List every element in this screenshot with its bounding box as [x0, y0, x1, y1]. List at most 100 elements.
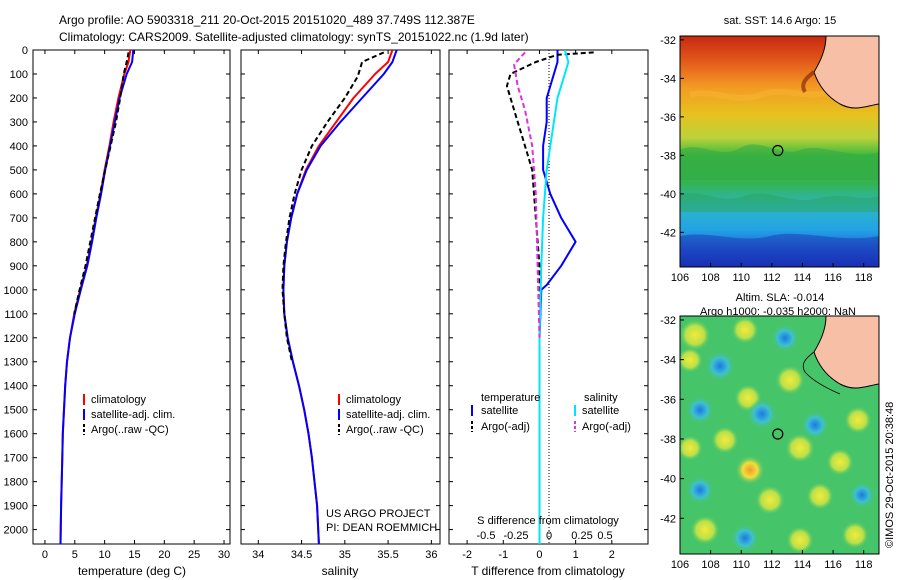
sla-map: Altim. SLA: -0.014 Argo h1000: -0.035 h2…	[660, 292, 880, 571]
sst-map-frame	[679, 35, 880, 268]
depth-tick-label: 1800	[4, 477, 28, 489]
lon-tick-label: 108	[701, 559, 719, 571]
legend-label-argo: Argo(..raw -QC)	[346, 424, 424, 436]
lat-tick-label: -34	[660, 73, 676, 85]
lat-tick-label: -40	[660, 189, 676, 201]
legend-label-sal-satellite: satellite	[582, 405, 619, 417]
salinity-legend: climatology satellite-adj. clim. Argo(..…	[338, 394, 430, 436]
x-tick-label: 1	[573, 549, 579, 561]
temperature-axis-ticks: 0 5 10 15 20 25 30	[33, 49, 230, 561]
sla-field	[680, 316, 879, 554]
series-line-climatology	[59, 50, 132, 544]
depth-tick-label: 1600	[4, 429, 28, 441]
salinity-profile-lines	[281, 50, 398, 544]
legend-label-climatology: climatology	[346, 394, 402, 406]
sla-map-ticks: 106 108 110 112 114 116 118 -32 -34 -36 -38 -40 -42	[660, 315, 872, 571]
x-tick-label: 34.5	[291, 549, 312, 561]
depth-tick-label: 1000	[4, 285, 28, 297]
depth-tick-label: 1400	[4, 381, 28, 393]
depth-tick-label: 700	[10, 213, 28, 225]
legend-label-satellite: satellite-adj. clim.	[346, 409, 430, 421]
lat-tick-label: -38	[660, 150, 676, 162]
x-tick-label: -2	[462, 549, 472, 561]
lon-tick-label: 106	[671, 272, 689, 284]
legend-label-temp-argo: Argo(-adj)	[481, 421, 530, 433]
x-tick-label: 0	[536, 549, 542, 561]
series-line-salinity-satellite	[538, 50, 570, 544]
x-tick-label: 25	[188, 549, 200, 561]
x-tick-label: 36	[425, 549, 437, 561]
s-diff-tick-label: 0.25	[571, 530, 592, 542]
depth-tick-label: 400	[10, 141, 28, 153]
lon-tick-label: 110	[732, 559, 750, 571]
lat-tick-label: -42	[660, 227, 676, 239]
x-tick-label: 10	[99, 549, 111, 561]
series-line-salinity-argo-adj-	[513, 51, 541, 338]
legend-label-satellite: satellite-adj. clim.	[91, 409, 175, 421]
lat-tick-label: -40	[660, 474, 676, 486]
series-line-argo-raw-qc-	[73, 52, 130, 315]
legend-label-climatology: climatology	[91, 394, 147, 406]
lat-tick-label: -36	[660, 394, 676, 406]
lon-tick-label: 110	[732, 272, 750, 284]
land-australia-sla	[813, 316, 879, 389]
lon-tick-label: 118	[855, 559, 873, 571]
s-difference-tick-labels: -0.5 -0.25 0 0.25 0.5	[477, 530, 613, 542]
lon-tick-label: 114	[794, 559, 812, 571]
lon-tick-label: 108	[701, 272, 719, 284]
temperature-plot-frame	[32, 49, 231, 545]
depth-axis-labels: 0 100 200 300 400 500 600 700 800 900 1000 1100 1200…	[4, 45, 28, 537]
salinity-plot-frame	[240, 49, 441, 545]
sst-field	[680, 36, 879, 267]
depth-tick-label: 100	[10, 69, 28, 81]
series-line-satellite-adj-clim-	[282, 50, 398, 544]
depth-tick-label: 300	[10, 117, 28, 129]
x-tick-label: 35.5	[377, 549, 398, 561]
lat-tick-label: -32	[660, 315, 676, 327]
s-diff-tick-label: -0.25	[503, 530, 528, 542]
depth-tick-label: 1500	[4, 405, 28, 417]
x-tick-label: 30	[218, 549, 230, 561]
sla-map-title-line2: Argo h1000: -0.035 h2000: NaN	[700, 306, 856, 318]
sla-map-title-line1: Altim. SLA: -0.014	[736, 292, 825, 304]
x-tick-label: -1	[498, 549, 508, 561]
lon-tick-label: 112	[763, 559, 781, 571]
difference-legend: temperature salinity satellite Argo(-adj…	[471, 392, 631, 433]
x-tick-label: 2	[609, 549, 615, 561]
lon-tick-label: 116	[824, 272, 842, 284]
legend-label-sal-argo: Argo(-adj)	[582, 421, 631, 433]
legend-title-temperature: temperature	[481, 392, 540, 404]
x-tick-label: 20	[158, 549, 170, 561]
lat-tick-label: -36	[660, 112, 676, 124]
depth-tick-label: 600	[10, 189, 28, 201]
credit-project: US ARGO PROJECT	[326, 508, 431, 520]
difference-profile-lines	[505, 50, 594, 544]
lat-tick-label: -42	[660, 513, 676, 525]
legend-label-temp-satellite: satellite	[481, 405, 518, 417]
difference-xlabel: T difference from climatology	[471, 564, 625, 578]
series-line-temperature-satellite	[538, 50, 577, 544]
depth-tick-label: 1300	[4, 357, 28, 369]
sst-map: sat. SST: 14.6 Argo: 15 106 108 110 112 114 1…	[660, 15, 880, 284]
depth-tick-label: 800	[10, 237, 28, 249]
x-tick-label: 34	[252, 549, 264, 561]
salinity-panel: 34 34.5 35 35.5 36 salinity climatology sate…	[240, 49, 441, 578]
series-line-satellite-adj-clim-	[59, 50, 135, 544]
land-australia-sst	[813, 36, 879, 109]
depth-tick-label: 1100	[4, 309, 28, 321]
argo-position-marker	[772, 144, 784, 157]
s-diff-tick-label: 0.5	[597, 530, 612, 542]
figure-title-line2: Climatology: CARS2009. Satellite-adjuste…	[59, 30, 529, 44]
x-tick-label: 15	[128, 549, 140, 561]
sst-map-ticks: 106 108 110 112 114 116 118 -32 -34 -36 -38 -40 -42	[660, 35, 872, 284]
depth-tick-label: 1900	[4, 501, 28, 513]
lon-tick-label: 112	[763, 272, 781, 284]
argo-position-marker	[772, 428, 784, 440]
sst-map-title: sat. SST: 14.6 Argo: 15	[724, 15, 837, 27]
difference-panel: -2 -1 0 1 2 T difference from climatology S …	[448, 49, 649, 578]
lon-tick-label: 114	[794, 272, 812, 284]
lat-tick-label: -34	[660, 355, 676, 367]
depth-tick-label: 200	[10, 93, 28, 105]
credit-pi: PI: DEAN ROEMMICH	[326, 522, 437, 534]
